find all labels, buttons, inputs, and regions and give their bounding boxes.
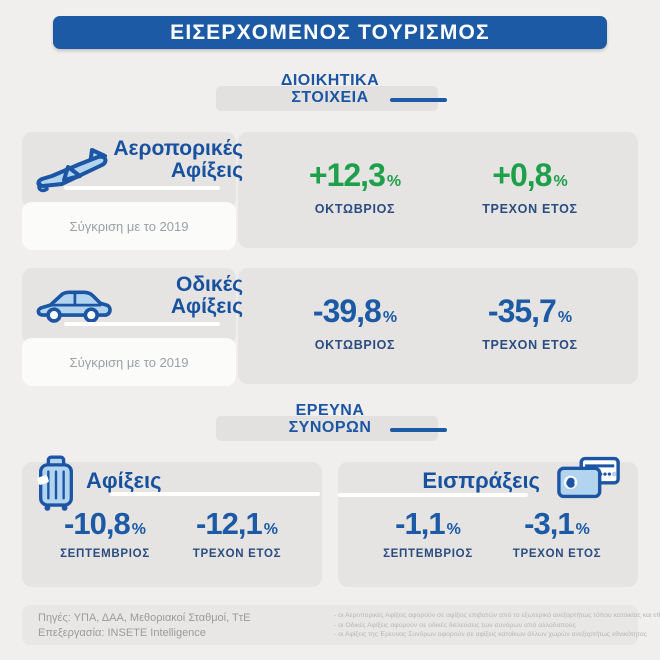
stat-period-label: ΤΡΕΧΟΝ ΕΤΟΣ	[482, 338, 578, 352]
footnote: - οι Αεροπορικές Αφίξεις αφορούν σε αφίξ…	[334, 612, 660, 619]
car-icon	[34, 284, 114, 333]
stat-year: +0,8% ΤΡΕΧΟΝ ΕΤΟΣ	[430, 158, 630, 216]
section-title-line1: ΕΡΕΥΝΑ	[295, 402, 365, 419]
percent-sign: %	[557, 309, 573, 326]
svg-text:€: €	[568, 478, 573, 488]
stat-value: +12,3%	[255, 158, 455, 192]
stat-number: +12,3	[308, 157, 386, 193]
card-arrivals: Αφίξεις -10,8% ΣΕΠΤΕΜΒΡΙΟΣ -12,1% ΤΡΕΧΟΝ…	[22, 455, 322, 587]
page-title-bar: ΕΙΣΕΡΧΟΜΕΝΟΣ ΤΟΥΡΙΣΜΟΣ	[53, 16, 607, 49]
footnotes-block: - οι Αεροπορικές Αφίξεις αφορούν σε αφίξ…	[334, 611, 660, 640]
stat-period-label: ΟΚΤΩΒΡΙΟΣ	[314, 202, 396, 216]
stat-month: -39,8% ΟΚΤΩΒΡΙΟΣ	[255, 294, 455, 352]
row-title-line2: Αφίξεις	[170, 295, 243, 318]
percent-sign: %	[382, 309, 398, 326]
stat-number: -39,8	[312, 293, 382, 329]
row-panel-values	[238, 268, 638, 384]
row-title-line1: Αεροπορικές	[113, 137, 243, 160]
luggage-icon	[34, 453, 78, 520]
stat-value: -35,7%	[430, 294, 630, 328]
stat-number: -3,1	[524, 506, 574, 541]
row-title: Αεροπορικές Αφίξεις	[90, 138, 243, 182]
stat-year: -35,7% ΤΡΕΧΟΝ ΕΤΟΣ	[430, 294, 630, 352]
stat-number: -1,1	[395, 506, 445, 541]
processing-line: Επεξεργασία: INSETE Intelligence	[38, 627, 206, 639]
row-panel-values	[238, 132, 638, 248]
footnote: - οι Αφίξεις της Έρευνας Συνόρων αφορούν…	[334, 631, 648, 638]
percent-sign: %	[446, 521, 461, 538]
stat-period-label: ΤΡΕΧΟΝ ΕΤΟΣ	[192, 548, 282, 560]
stat-value: -1,1%	[348, 507, 508, 540]
percent-sign: %	[131, 521, 146, 538]
card-receipts: Εισπράξεις € -1,1% ΣΕΠ	[338, 456, 638, 587]
comparison-box: Σύγκριση με το 2019	[22, 338, 236, 386]
section-title-line1: ΔΙΟΙΚΗΤΙΚΑ	[280, 72, 380, 89]
sources-block: Πηγές: ΥΠΑ, ΔΑΑ, Μεθοριακοί Σταθμοί, ΤτΕ…	[38, 611, 250, 641]
percent-sign: %	[575, 521, 590, 538]
sources-line: Πηγές: ΥΠΑ, ΔΑΑ, Μεθοριακοί Σταθμοί, ΤτΕ	[38, 612, 251, 624]
title-underline	[64, 186, 220, 190]
stat-period-label: ΟΚΤΩΒΡΙΟΣ	[314, 338, 396, 352]
percent-sign: %	[386, 173, 402, 190]
stat-number: -10,8	[64, 506, 131, 541]
section-dash	[390, 428, 447, 432]
section-dash	[390, 98, 447, 102]
page-title: ΕΙΣΕΡΧΟΜΕΝΟΣ ΤΟΥΡΙΣΜΟΣ	[170, 20, 490, 44]
title-underline	[64, 322, 220, 326]
row-title-line1: Οδικές	[175, 273, 243, 296]
stat-value: -12,1%	[157, 507, 317, 540]
title-underline	[110, 492, 320, 496]
percent-sign: %	[553, 173, 568, 190]
stat-period-label: ΣΕΠΤΕΜΒΡΙΟΣ	[383, 548, 473, 560]
stat-value: -39,8%	[255, 294, 455, 328]
stat-number: -12,1	[196, 506, 263, 541]
stat-period-label: ΣΕΠΤΕΜΒΡΙΟΣ	[60, 548, 150, 560]
stat-month: +12,3% ΟΚΤΩΒΡΙΟΣ	[255, 158, 455, 216]
stat-number: +0,8	[492, 157, 552, 193]
stat-period-label: ΤΡΕΧΟΝ ΕΤΟΣ	[482, 202, 578, 216]
stat-period-label: ΤΡΕΧΟΝ ΕΤΟΣ	[512, 548, 602, 560]
comparison-box: Σύγκριση με το 2019	[22, 202, 236, 250]
section-header-admin: ΔΙΟΙΚΗΤΙΚΑ ΣΤΟΙΧΕΙΑ	[0, 71, 660, 121]
footnote: - οι Οδικές Αφίξεις αφορούν σε οδικές δι…	[334, 621, 576, 629]
stat-value: -10,8%	[25, 507, 185, 540]
card-title: Εισπράξεις	[422, 468, 540, 493]
section-title-line2: ΣΥΝΟΡΩΝ	[288, 419, 372, 436]
stat-month: -10,8% ΣΕΠΤΕΜΒΡΙΟΣ	[25, 507, 185, 560]
row-title: Οδικές Αφίξεις	[90, 274, 243, 318]
comparison-label: Σύγκριση με το 2019	[69, 218, 189, 234]
stat-year: -3,1% ΤΡΕΧΟΝ ΕΤΟΣ	[477, 507, 637, 560]
section-title-line2: ΣΤΟΙΧΕΙΑ	[291, 89, 369, 106]
row-title-line2: Αφίξεις	[170, 159, 243, 182]
stat-row-air-arrivals: Σύγκριση με το 2019 Αεροπορικές Αφίξεις …	[22, 132, 638, 258]
stat-month: -1,1% ΣΕΠΤΕΜΒΡΙΟΣ	[348, 507, 508, 560]
stat-value: -3,1%	[477, 507, 637, 540]
stat-row-road-arrivals: Σύγκριση με το 2019 Οδικές Αφίξεις -39,8…	[22, 268, 638, 394]
title-underline	[338, 493, 528, 497]
percent-sign: %	[263, 521, 278, 538]
airplane-icon	[34, 142, 110, 203]
row-panel-left	[22, 132, 236, 208]
card-title: Αφίξεις	[86, 468, 162, 493]
footer-bar: Πηγές: ΥΠΑ, ΔΑΑ, Μεθοριακοί Σταθμοί, ΤτΕ…	[22, 605, 660, 645]
stat-value: +0,8%	[430, 158, 630, 192]
stat-year: -12,1% ΤΡΕΧΟΝ ΕΤΟΣ	[157, 507, 317, 560]
comparison-label: Σύγκριση με το 2019	[69, 354, 189, 370]
credit-card-icon: €	[556, 454, 622, 507]
stat-number: -35,7	[487, 293, 557, 329]
section-header-border-survey: ΕΡΕΥΝΑ ΣΥΝΟΡΩΝ	[0, 401, 660, 451]
